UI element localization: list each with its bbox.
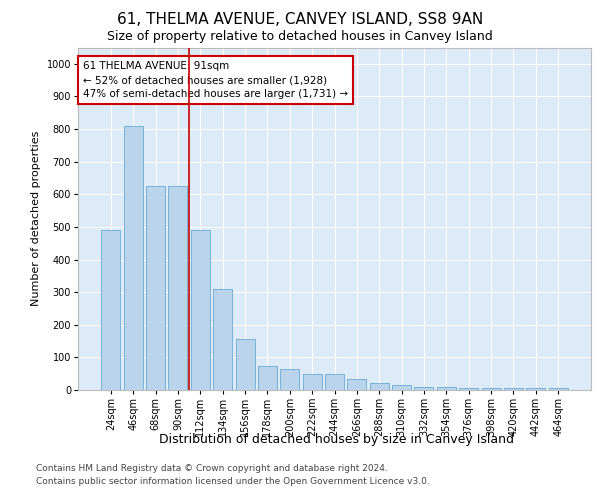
Bar (392, 385, 411, 390)
Bar (302, 374, 322, 390)
Bar (526, 388, 545, 390)
Bar (124, 126, 143, 390)
Bar (213, 289, 232, 390)
Bar (191, 230, 210, 390)
Bar (548, 388, 568, 390)
Text: 61 THELMA AVENUE: 91sqm
← 52% of detached houses are smaller (1,928)
47% of semi: 61 THELMA AVENUE: 91sqm ← 52% of detache… (83, 61, 348, 99)
Bar (347, 378, 367, 390)
Bar (459, 388, 478, 390)
Bar (101, 230, 121, 390)
Bar (146, 186, 165, 390)
Y-axis label: Number of detached properties: Number of detached properties (31, 131, 41, 306)
Bar (482, 388, 500, 390)
Bar (258, 366, 277, 390)
Bar (236, 340, 254, 390)
Text: Size of property relative to detached houses in Canvey Island: Size of property relative to detached ho… (107, 30, 493, 43)
Bar (415, 386, 433, 390)
Bar (280, 369, 299, 390)
Bar (325, 374, 344, 390)
Bar (169, 186, 187, 390)
Text: Contains HM Land Registry data © Crown copyright and database right 2024.: Contains HM Land Registry data © Crown c… (36, 464, 388, 473)
Bar (504, 388, 523, 390)
Text: 61, THELMA AVENUE, CANVEY ISLAND, SS8 9AN: 61, THELMA AVENUE, CANVEY ISLAND, SS8 9A… (117, 12, 483, 28)
Text: Contains public sector information licensed under the Open Government Licence v3: Contains public sector information licen… (36, 478, 430, 486)
Text: Distribution of detached houses by size in Canvey Island: Distribution of detached houses by size … (158, 432, 514, 446)
Bar (437, 386, 456, 390)
Bar (370, 384, 389, 390)
